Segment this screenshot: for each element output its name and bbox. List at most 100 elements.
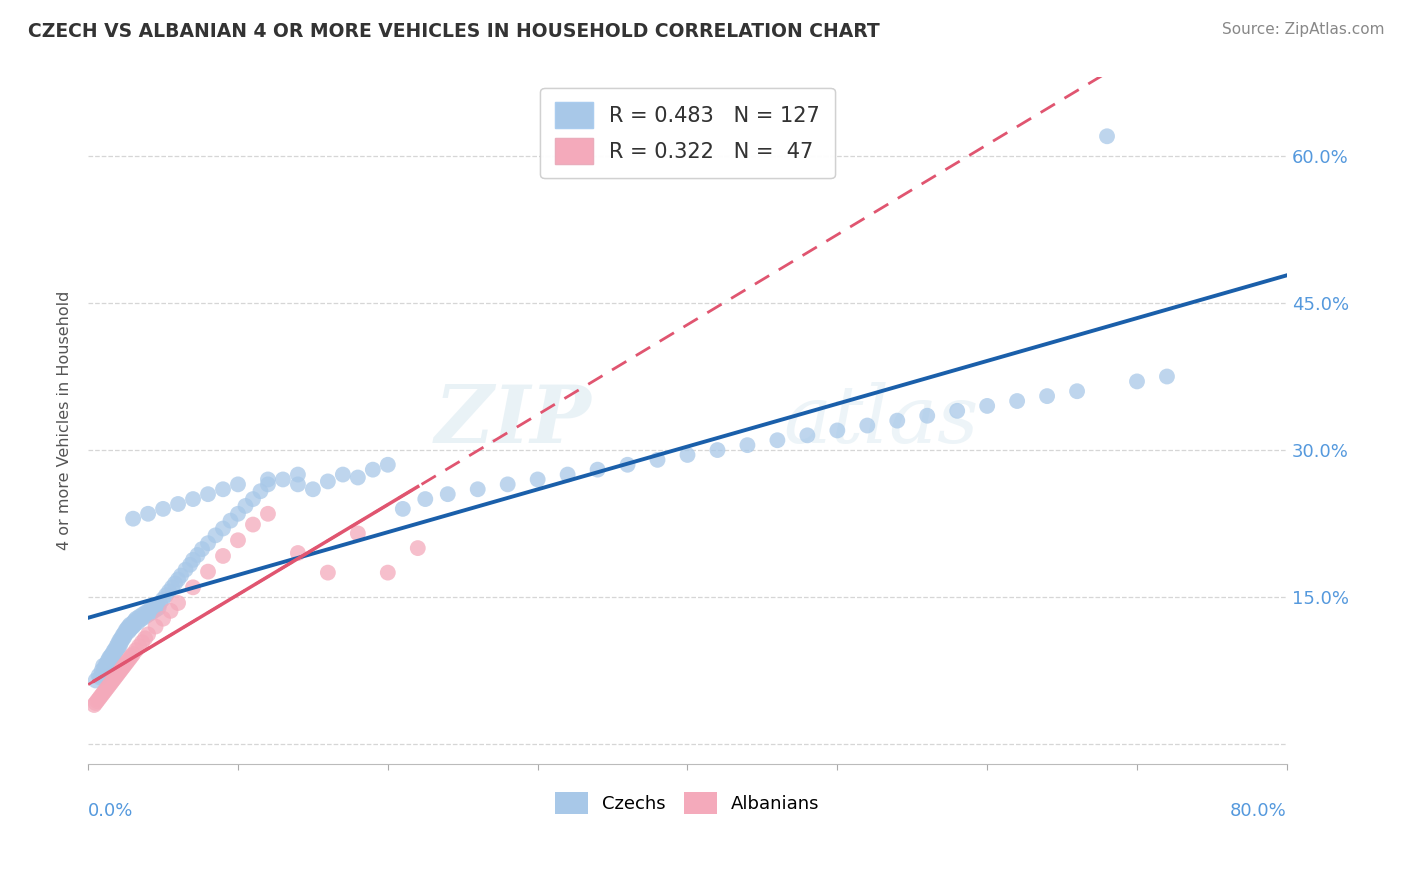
Point: [104, 671, 127, 685]
Point: [112, 626, 135, 640]
Point: [138, 607, 160, 621]
Point: [87, 692, 110, 706]
Point: [167, 596, 190, 610]
Point: [436, 487, 458, 501]
Point: [915, 409, 938, 423]
Point: [91, 658, 114, 673]
Point: [136, 507, 159, 521]
Point: [108, 665, 131, 679]
Point: [101, 652, 124, 666]
Point: [111, 632, 134, 647]
Point: [148, 601, 170, 615]
Point: [107, 636, 129, 650]
Point: [128, 639, 150, 653]
Point: [496, 477, 519, 491]
Point: [121, 648, 143, 663]
Point: [105, 639, 128, 653]
Legend: Czechs, Albanians: Czechs, Albanians: [547, 783, 828, 823]
Point: [100, 648, 122, 663]
Point: [86, 694, 108, 708]
Point: [107, 641, 129, 656]
Point: [103, 673, 125, 687]
Point: [122, 511, 145, 525]
Point: [181, 553, 204, 567]
Point: [91, 666, 114, 681]
Point: [226, 533, 249, 548]
Point: [134, 632, 156, 646]
Point: [242, 517, 264, 532]
Point: [84, 673, 107, 688]
Point: [391, 501, 413, 516]
Point: [347, 526, 370, 541]
Text: 80.0%: 80.0%: [1230, 802, 1286, 820]
Point: [129, 613, 152, 627]
Point: [302, 483, 325, 497]
Point: [181, 580, 204, 594]
Point: [1126, 375, 1149, 389]
Point: [104, 642, 127, 657]
Point: [143, 599, 166, 614]
Text: CZECH VS ALBANIAN 4 OR MORE VEHICLES IN HOUSEHOLD CORRELATION CHART: CZECH VS ALBANIAN 4 OR MORE VEHICLES IN …: [28, 22, 880, 41]
Point: [114, 657, 136, 671]
Point: [174, 563, 197, 577]
Point: [361, 463, 384, 477]
Point: [155, 588, 177, 602]
Point: [242, 492, 264, 507]
Point: [249, 484, 271, 499]
Point: [212, 549, 235, 563]
Point: [87, 668, 110, 682]
Point: [115, 655, 138, 669]
Point: [287, 546, 309, 560]
Point: [125, 643, 148, 657]
Point: [100, 656, 122, 670]
Point: [149, 596, 172, 610]
Point: [160, 580, 183, 594]
Point: [108, 633, 131, 648]
Text: ZIP: ZIP: [434, 382, 592, 459]
Point: [142, 605, 165, 619]
Point: [101, 647, 124, 661]
Point: [257, 477, 280, 491]
Point: [122, 647, 145, 661]
Point: [132, 611, 155, 625]
Point: [212, 483, 235, 497]
Point: [94, 682, 117, 697]
Point: [117, 624, 139, 639]
Point: [94, 657, 117, 671]
Point: [91, 686, 114, 700]
Point: [157, 584, 180, 599]
Point: [103, 649, 125, 664]
Point: [796, 428, 818, 442]
Point: [257, 473, 280, 487]
Point: [108, 639, 131, 653]
Point: [131, 607, 153, 622]
Point: [84, 696, 107, 710]
Point: [105, 668, 128, 682]
Point: [98, 651, 121, 665]
Point: [287, 477, 309, 491]
Point: [117, 619, 139, 633]
Point: [131, 635, 153, 649]
Point: [413, 492, 436, 507]
Point: [226, 477, 249, 491]
Point: [120, 651, 142, 665]
Point: [287, 467, 309, 482]
Point: [125, 612, 148, 626]
Point: [204, 528, 226, 542]
Point: [167, 497, 190, 511]
Point: [1005, 394, 1028, 409]
Point: [616, 458, 638, 472]
Point: [105, 643, 128, 657]
Point: [107, 666, 129, 681]
Point: [152, 501, 174, 516]
Point: [110, 635, 132, 649]
Point: [111, 661, 134, 675]
Point: [856, 418, 879, 433]
Point: [89, 671, 111, 685]
Point: [93, 661, 115, 675]
Point: [676, 448, 699, 462]
Point: [647, 453, 669, 467]
Point: [737, 438, 759, 452]
Point: [146, 598, 169, 612]
Point: [235, 499, 257, 513]
